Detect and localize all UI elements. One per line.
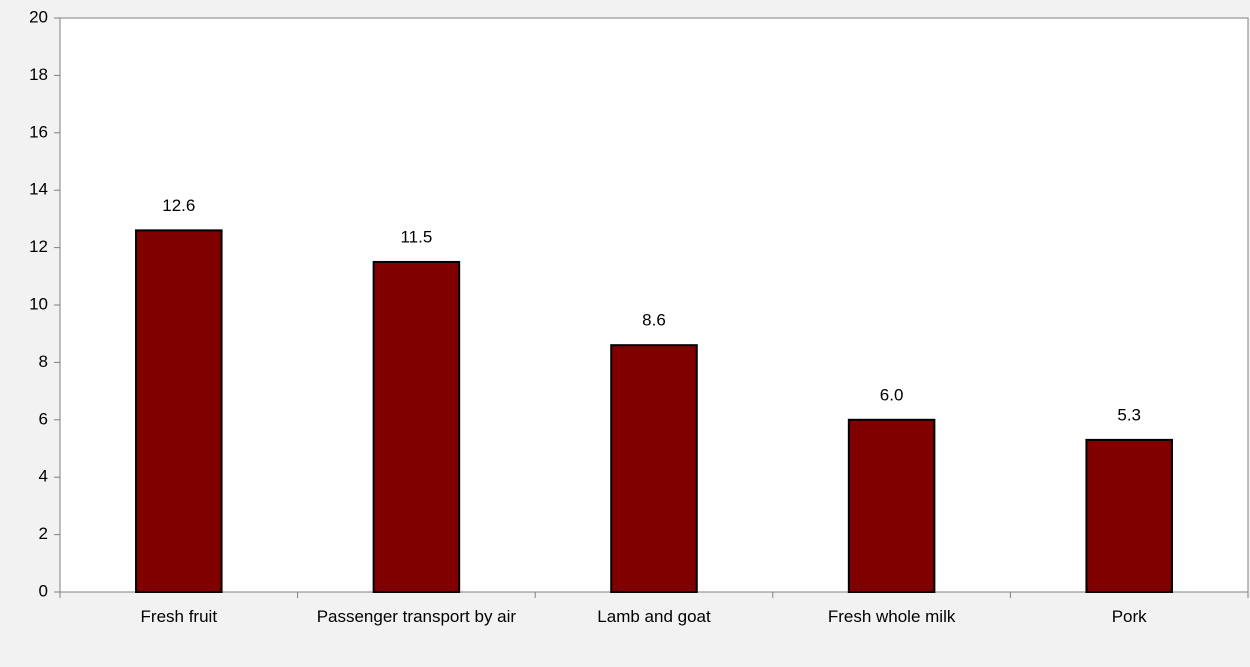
data-label: 8.6	[642, 311, 666, 330]
x-tick-label: Lamb and goat	[597, 607, 711, 626]
bar	[610, 344, 698, 593]
data-label: 11.5	[400, 227, 432, 246]
bar	[372, 260, 461, 593]
x-tick-label-box: Lamb and goat	[597, 607, 711, 626]
data-label: 5.3	[1117, 405, 1141, 424]
y-tick-label: 6	[39, 409, 48, 428]
y-tick-label: 0	[39, 581, 48, 600]
y-tick-label: 10	[29, 294, 48, 313]
y-tick-label: 4	[39, 467, 48, 486]
y-tick-label: 14	[29, 180, 48, 199]
y-tick-label: 8	[39, 352, 48, 371]
x-tick-label: Pork	[1111, 607, 1147, 626]
data-label: 12.6	[162, 196, 195, 215]
y-tick-label: 16	[29, 122, 48, 141]
y-tick-label: 12	[29, 237, 48, 256]
x-tick-label: Fresh fruit	[140, 607, 218, 626]
x-tick-label-box: Fresh whole milk	[827, 607, 956, 626]
x-tick-label-box: Fresh fruit	[140, 607, 218, 626]
bar	[135, 229, 223, 593]
bar	[847, 418, 936, 593]
x-tick-label: Fresh whole milk	[827, 607, 956, 626]
data-label: 6.0	[880, 385, 904, 404]
x-tick-label-box: Passenger transport by air	[316, 607, 517, 626]
x-tick-label: Passenger transport by air	[316, 607, 517, 626]
x-tick-label-box: Pork	[1111, 607, 1147, 626]
bar	[1085, 438, 1173, 594]
y-tick-label: 20	[29, 7, 48, 26]
y-tick-label: 2	[39, 524, 48, 543]
y-tick-label: 18	[29, 65, 48, 84]
